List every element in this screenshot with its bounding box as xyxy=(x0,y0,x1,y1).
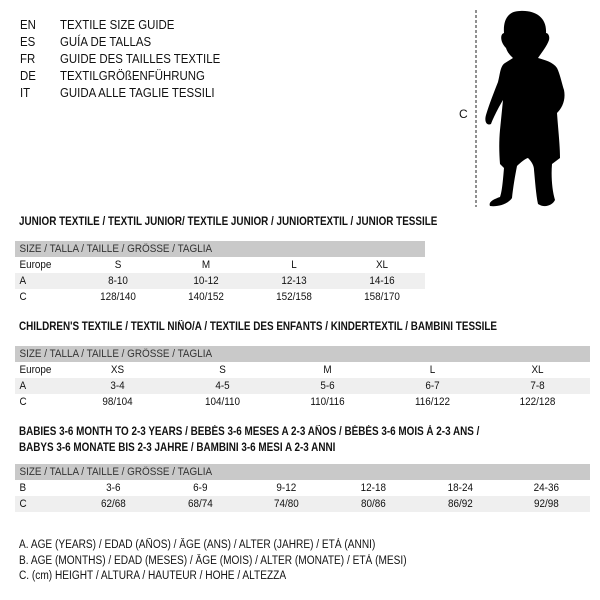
table-row: B 3-6 6-9 9-12 12-18 18-24 24-36 xyxy=(15,480,590,496)
cell: 6-7 xyxy=(425,380,440,392)
cell: 140/152 xyxy=(188,291,224,303)
junior-size-table: SIZE / TALLA / TAILLE / GRÖSSE / TAGLIA … xyxy=(15,241,425,305)
cell: 3-4 xyxy=(110,380,125,392)
cell: 9-12 xyxy=(276,482,297,494)
header-label: SIZE / TALLA / TAILLE / GRÖSSE / TAGLIA xyxy=(19,348,213,360)
cell: L xyxy=(429,364,436,376)
babies-size-table: SIZE / TALLA / TAILLE / GRÖSSE / TAGLIA … xyxy=(15,464,590,512)
legend-b: B. AGE (MONTHS) / EDAD (MESES) / ÂGE (MO… xyxy=(19,554,407,567)
children-size-table: SIZE / TALLA / TAILLE / GRÖSSE / TAGLIA … xyxy=(15,346,590,410)
table-row: C 128/140 140/152 152/158 158/170 xyxy=(15,289,425,305)
cell: 68/74 xyxy=(187,498,213,510)
cell: 14-16 xyxy=(369,275,395,287)
cell: 12-13 xyxy=(281,275,307,287)
row-label: C xyxy=(19,291,27,303)
lang-code-fr: FR xyxy=(20,51,36,66)
cell: 4-5 xyxy=(215,380,230,392)
cell: 98/104 xyxy=(102,396,133,408)
table-row: Europe S M L XL xyxy=(15,257,425,273)
row-label: Europe xyxy=(19,259,52,271)
babies-section-title-line1: BABIES 3-6 MONTH TO 2-3 YEARS / BEBÉS 3-… xyxy=(19,426,480,438)
row-label: A xyxy=(19,275,27,287)
table-row: Europe XS S M L XL xyxy=(15,362,590,378)
cell: 5-6 xyxy=(320,380,335,392)
cell: 158/170 xyxy=(364,291,400,303)
title-en: TEXTILE SIZE GUIDE xyxy=(60,17,175,32)
row-label: C xyxy=(19,498,27,510)
table-row: C 98/104 104/110 110/116 116/122 122/128 xyxy=(15,394,590,410)
junior-section-title: JUNIOR TEXTILE / TEXTIL JUNIOR/ TEXTILE … xyxy=(19,216,438,228)
row-label: A xyxy=(19,380,27,392)
table-row: C 62/68 68/74 74/80 80/86 86/92 92/98 xyxy=(15,496,590,512)
cell: 92/98 xyxy=(534,498,560,510)
lang-code-de: DE xyxy=(20,68,36,83)
cell: 86/92 xyxy=(447,498,473,510)
cell: XS xyxy=(110,364,125,376)
cell: 80/86 xyxy=(360,498,386,510)
table-row: A 8-10 10-12 12-13 14-16 xyxy=(15,273,425,289)
lang-code-en: EN xyxy=(20,17,36,32)
cell: 74/80 xyxy=(274,498,300,510)
table-header: SIZE / TALLA / TAILLE / GRÖSSE / TAGLIA xyxy=(15,241,425,257)
cell: 8-10 xyxy=(108,275,128,287)
legend: A. AGE (YEARS) / EDAD (AÑOS) / ÂGE (ANS)… xyxy=(19,538,459,585)
lang-code-es: ES xyxy=(20,34,36,49)
title-de: TEXTILGRÖßENFÜHRUNG xyxy=(60,68,205,83)
height-label: C xyxy=(459,107,468,121)
lang-code-it: IT xyxy=(20,85,31,100)
table-header: SIZE / TALLA / TAILLE / GRÖSSE / TAGLIA xyxy=(15,464,590,480)
cell: XL xyxy=(531,364,544,376)
table-row: A 3-4 4-5 5-6 6-7 7-8 xyxy=(15,378,590,394)
header-label: SIZE / TALLA / TAILLE / GRÖSSE / TAGLIA xyxy=(19,243,213,255)
cell: XL xyxy=(375,259,389,271)
cell: 24-36 xyxy=(533,482,560,494)
cell: 128/140 xyxy=(100,291,136,303)
cell: 104/110 xyxy=(204,396,241,408)
babies-section-title-line2: BABYS 3-6 MONATE BIS 2-3 JAHRE / BAMBINI… xyxy=(19,442,336,454)
cell: 10-12 xyxy=(193,275,219,287)
cell: M xyxy=(323,364,332,376)
row-label: C xyxy=(19,396,27,408)
title-fr: GUIDE DES TAILLES TEXTILE xyxy=(60,51,221,66)
cell: S xyxy=(114,259,122,271)
cell: 62/68 xyxy=(100,498,126,510)
row-label: Europe xyxy=(19,364,52,376)
cell: 116/122 xyxy=(414,396,451,408)
title-it: GUIDA ALLE TAGLIE TESSILI xyxy=(60,85,215,100)
cell: 12-18 xyxy=(360,482,386,494)
cell: 152/158 xyxy=(276,291,312,303)
cell: 18-24 xyxy=(447,482,473,494)
cell: L xyxy=(291,259,297,271)
cell: 110/116 xyxy=(310,396,345,408)
legend-a: A. AGE (YEARS) / EDAD (AÑOS) / ÂGE (ANS)… xyxy=(19,539,376,551)
cell: S xyxy=(219,364,226,376)
cell: 7-8 xyxy=(530,380,545,392)
legend-c: C. (cm) HEIGHT / ALTURA / HAUTEUR / HÖHE… xyxy=(19,570,287,582)
language-list: EN ES FR DE IT xyxy=(20,16,38,101)
cell: M xyxy=(201,259,211,271)
row-label: B xyxy=(19,482,27,494)
cell: 3-6 xyxy=(106,482,121,494)
cell: 6-9 xyxy=(192,482,208,494)
child-silhouette-icon xyxy=(475,10,565,207)
language-titles: TEXTILE SIZE GUIDE GUÍA DE TALLAS GUIDE … xyxy=(60,16,242,101)
children-section-title: CHILDREN'S TEXTILE / TEXTIL NIÑO/A / TEX… xyxy=(19,321,498,333)
table-header: SIZE / TALLA / TAILLE / GRÖSSE / TAGLIA xyxy=(15,346,590,362)
title-es: GUÍA DE TALLAS xyxy=(60,34,152,49)
cell: 122/128 xyxy=(519,396,556,408)
header-label: SIZE / TALLA / TAILLE / GRÖSSE / TAGLIA xyxy=(19,466,213,478)
